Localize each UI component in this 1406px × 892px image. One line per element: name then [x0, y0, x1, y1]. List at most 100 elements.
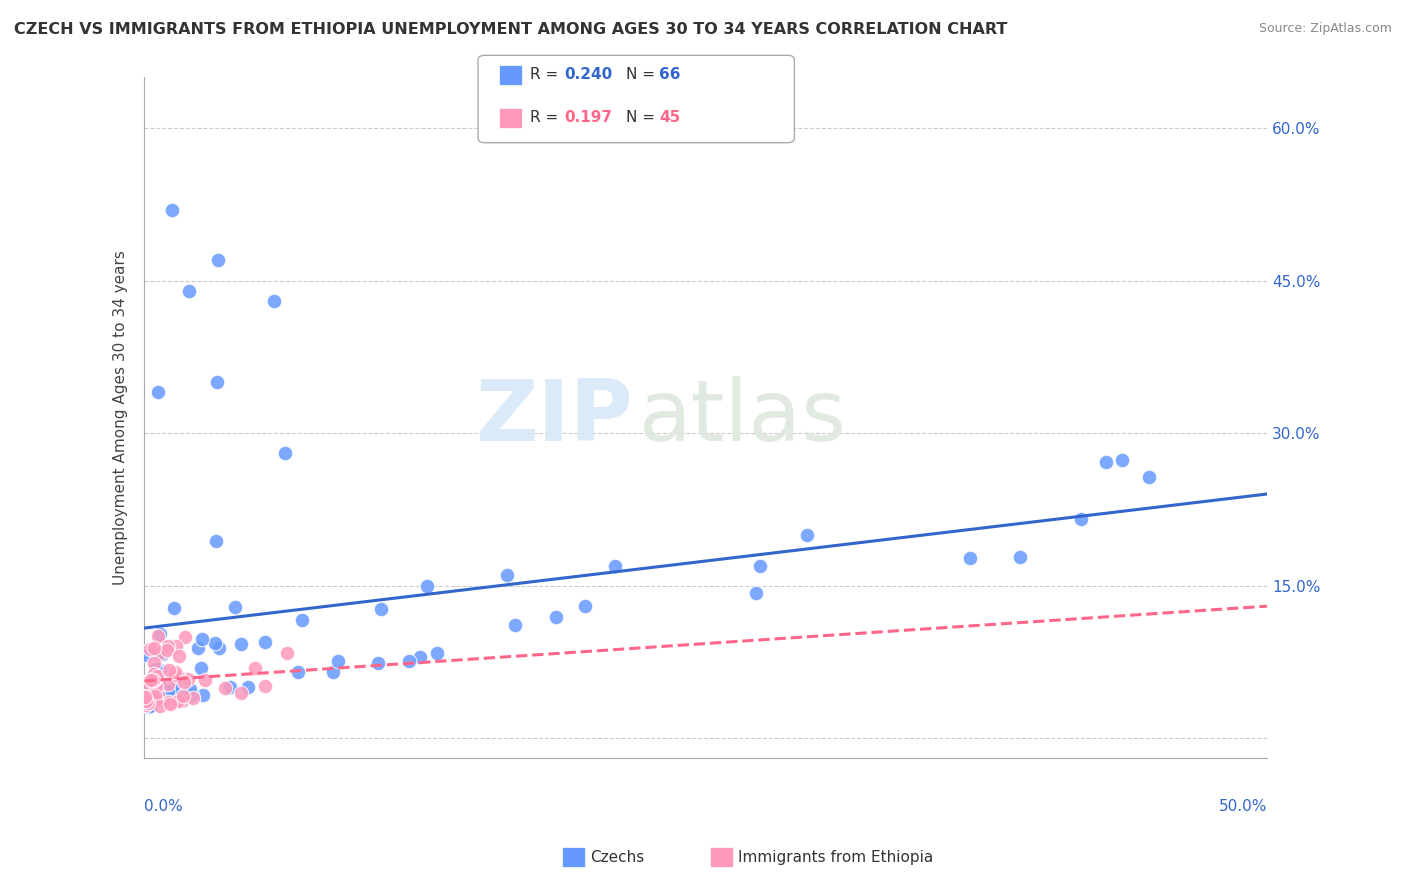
Point — [546, 610, 568, 624]
Point — [207, 253, 229, 268]
Point — [236, 680, 259, 694]
Point — [167, 669, 190, 683]
Point — [145, 662, 167, 676]
Point — [159, 698, 181, 712]
Point — [204, 636, 226, 650]
Point — [152, 693, 174, 707]
Point — [135, 694, 157, 708]
Point — [322, 665, 344, 680]
Point — [214, 681, 236, 695]
Point — [142, 673, 165, 687]
Point — [146, 689, 169, 703]
Point — [174, 630, 197, 644]
Point — [163, 601, 186, 615]
Point — [149, 663, 172, 677]
Text: N =: N = — [626, 68, 659, 82]
Point — [181, 690, 204, 705]
Text: 0.240: 0.240 — [564, 68, 612, 82]
Text: R =: R = — [530, 111, 564, 125]
Point — [187, 641, 209, 656]
Point — [143, 680, 166, 694]
Point — [603, 559, 626, 574]
Point — [145, 689, 167, 703]
Point — [149, 646, 172, 660]
Point — [149, 698, 172, 713]
Point — [243, 660, 266, 674]
Point — [143, 657, 166, 671]
Point — [146, 669, 169, 683]
Text: 66: 66 — [659, 68, 681, 82]
Point — [160, 681, 183, 696]
Point — [745, 586, 768, 600]
Point — [142, 641, 165, 656]
Point — [328, 654, 350, 668]
Text: Immigrants from Ethiopia: Immigrants from Ethiopia — [738, 850, 934, 864]
Point — [416, 579, 439, 593]
Point — [1070, 512, 1092, 526]
Point — [367, 657, 389, 671]
Point — [160, 202, 183, 217]
Point — [253, 679, 276, 693]
Point — [136, 696, 159, 710]
Point — [179, 682, 201, 697]
Point — [191, 632, 214, 646]
Point — [142, 666, 165, 681]
Text: Czechs: Czechs — [591, 850, 645, 864]
Point — [224, 600, 246, 615]
Point — [205, 376, 228, 390]
Point — [167, 694, 190, 708]
Point — [157, 663, 180, 677]
Text: N =: N = — [626, 111, 659, 125]
Point — [208, 641, 231, 656]
Point — [1094, 455, 1116, 469]
Text: CZECH VS IMMIGRANTS FROM ETHIOPIA UNEMPLOYMENT AMONG AGES 30 TO 34 YEARS CORRELA: CZECH VS IMMIGRANTS FROM ETHIOPIA UNEMPL… — [14, 22, 1008, 37]
Point — [191, 688, 214, 702]
Point — [190, 661, 212, 675]
Point — [276, 646, 298, 660]
Y-axis label: Unemployment Among Ages 30 to 34 years: Unemployment Among Ages 30 to 34 years — [114, 251, 128, 585]
Point — [172, 690, 194, 704]
Text: 0.197: 0.197 — [564, 111, 612, 125]
Point — [398, 654, 420, 668]
Point — [749, 558, 772, 573]
Point — [145, 680, 167, 694]
Point — [291, 613, 314, 627]
Point — [177, 672, 200, 686]
Text: R =: R = — [530, 68, 564, 82]
Point — [1111, 453, 1133, 467]
Point — [141, 673, 163, 688]
Point — [138, 698, 160, 713]
Point — [173, 674, 195, 689]
Point — [136, 675, 159, 690]
Point — [231, 637, 253, 651]
Point — [169, 672, 191, 686]
Point — [254, 635, 277, 649]
Point — [409, 650, 432, 665]
Point — [135, 698, 157, 712]
Point — [146, 646, 169, 660]
Point — [162, 681, 184, 696]
Point — [229, 686, 252, 700]
Point — [194, 673, 217, 688]
Point — [426, 646, 449, 660]
Point — [134, 690, 156, 705]
Point — [138, 699, 160, 714]
Point — [148, 678, 170, 692]
Point — [274, 446, 297, 460]
Point — [136, 690, 159, 705]
Point — [796, 528, 818, 542]
Point — [177, 284, 200, 298]
Point — [181, 688, 204, 702]
Text: 0.0%: 0.0% — [145, 799, 183, 814]
Point — [205, 534, 228, 549]
Point — [495, 568, 517, 582]
Point — [170, 689, 193, 703]
Point — [156, 642, 179, 657]
Point — [370, 602, 392, 616]
Point — [165, 639, 187, 653]
Point — [145, 692, 167, 706]
Text: Source: ZipAtlas.com: Source: ZipAtlas.com — [1258, 22, 1392, 36]
Point — [138, 688, 160, 702]
Point — [149, 627, 172, 641]
Point — [142, 673, 165, 688]
